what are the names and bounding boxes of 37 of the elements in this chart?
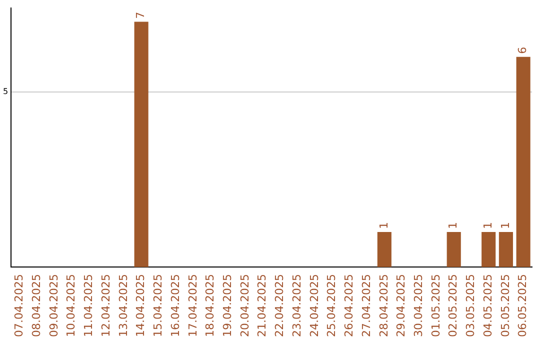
- data-label: 1: [377, 222, 390, 229]
- x-tick-label: 03.05.2025: [464, 274, 478, 338]
- x-tick-label: 02.05.2025: [446, 274, 460, 338]
- x-tick-label: 07.04.2025: [12, 274, 26, 338]
- x-tick-label: 05.05.2025: [498, 274, 512, 338]
- x-tick-label: 01.05.2025: [429, 274, 442, 338]
- x-tick-label: 15.04.2025: [152, 274, 165, 338]
- x-tick-label: 29.04.2025: [394, 274, 408, 338]
- x-tick-label: 25.04.2025: [325, 274, 338, 338]
- x-tick-label: 10.04.2025: [64, 274, 78, 338]
- x-tick-label: 24.04.2025: [308, 274, 321, 338]
- x-tick-label: 22.04.2025: [273, 274, 286, 338]
- x-tick-label: 26.04.2025: [342, 274, 356, 338]
- x-tick-label: 06.05.2025: [516, 274, 530, 338]
- x-tick-label: 20.04.2025: [238, 274, 252, 338]
- x-tick-label: 17.04.2025: [186, 274, 200, 338]
- x-tick-label: 19.04.2025: [220, 274, 234, 338]
- x-tick-label: 13.04.2025: [116, 274, 130, 338]
- x-tick-label: 18.04.2025: [204, 274, 217, 338]
- x-tick-label: 08.04.2025: [30, 274, 43, 338]
- x-tick-label: 16.04.2025: [168, 274, 182, 338]
- x-tick-label: 04.05.2025: [481, 274, 494, 338]
- data-label: 1: [481, 222, 494, 229]
- y-tick-label: 5: [2, 86, 8, 96]
- x-tick-label: 28.04.2025: [377, 274, 390, 338]
- x-tick-label: 23.04.2025: [290, 274, 304, 338]
- x-tick-label: 21.04.2025: [256, 274, 269, 338]
- data-label: 1: [446, 222, 460, 229]
- data-label: 6: [516, 46, 530, 54]
- data-label: 7: [134, 12, 148, 19]
- x-tick-label: 14.04.2025: [134, 274, 148, 338]
- x-tick-label: 30.04.2025: [412, 274, 425, 338]
- data-label: 1: [498, 222, 512, 229]
- x-tick-label: 12.04.2025: [99, 274, 112, 338]
- x-tick-label: 09.04.2025: [47, 274, 60, 338]
- x-tick-label: 27.04.2025: [360, 274, 373, 338]
- x-tick-label: 11.04.2025: [82, 274, 96, 338]
